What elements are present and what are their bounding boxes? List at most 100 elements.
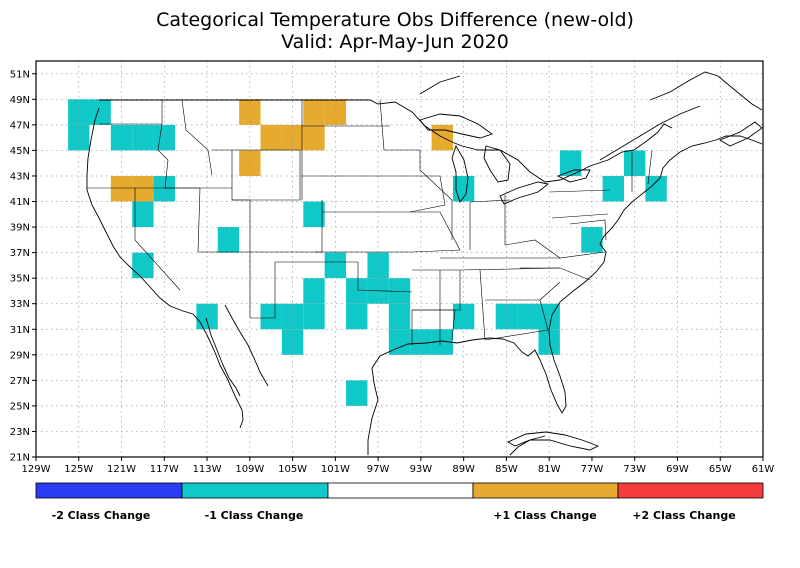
- x-tick-label: 77W: [581, 464, 604, 475]
- lake-erie: [499, 181, 550, 205]
- anomaly-cell: [303, 124, 325, 151]
- latitude-axis: 21N 23N 25N 27N 29N 31N 33N 35N 37N 39N 41N 43N 45N 4…: [10, 69, 36, 464]
- x-tick-label: 125W: [64, 464, 93, 475]
- state-border-ny-vt-nh: [631, 149, 653, 192]
- legend-label-minus2: -2 Class Change: [52, 509, 151, 522]
- anomaly-cell: [517, 303, 539, 330]
- state-borders: [87, 99, 653, 345]
- anomaly-cell: [260, 124, 282, 151]
- anomaly-cell: [68, 124, 90, 151]
- x-tick-label: 93W: [410, 464, 433, 475]
- anomaly-cell: [452, 175, 475, 202]
- state-border-pa-ny: [549, 189, 611, 219]
- anomaly-cell: [581, 227, 603, 253]
- x-tick-label: 65W: [709, 464, 732, 475]
- lat-lon-gridlines: [36, 61, 763, 457]
- longitude-axis: 129W 125W 121W 117W 113W 109W 105W 101W 97W 93W 89…: [22, 457, 774, 475]
- legend: -2 Class Change -1 Class Change +1 Class…: [35, 482, 764, 522]
- anomaly-cell: [132, 252, 154, 279]
- anomaly-cell: [324, 252, 347, 279]
- x-tick-label: 69W: [666, 464, 689, 475]
- lake-michigan: [451, 144, 469, 203]
- state-border-mo: [410, 211, 461, 253]
- anomaly-cell: [367, 252, 389, 279]
- map-frame: [35, 60, 764, 458]
- y-tick-label: 31N: [10, 325, 30, 336]
- legend-label-plus2: +2 Class Change: [632, 509, 735, 522]
- st-lawrence: [599, 105, 701, 161]
- y-tick-label: 49N: [10, 95, 30, 106]
- anomaly-cell: [388, 278, 411, 304]
- y-tick-label: 25N: [10, 401, 30, 412]
- anomaly-cell: [602, 175, 625, 202]
- legend-minus2-swatch: [35, 482, 183, 499]
- y-tick-label: 21N: [10, 453, 30, 464]
- lake-ontario: [556, 169, 591, 183]
- title-line-2: Valid: Apr-May-Jun 2020: [281, 31, 509, 53]
- legend-label-plus1: +1 Class Change: [493, 509, 596, 522]
- x-tick-label: 97W: [367, 464, 390, 475]
- x-tick-label: 117W: [150, 464, 179, 475]
- anomaly-cell: [346, 380, 368, 406]
- state-border-ky-wv-va: [504, 239, 606, 259]
- y-tick-label: 51N: [10, 69, 30, 80]
- legend-zero-swatch: [327, 482, 474, 499]
- x-tick-label: 105W: [278, 464, 307, 475]
- anomaly-cell: [303, 99, 325, 125]
- legend-label-minus1: -1 Class Change: [205, 509, 304, 522]
- x-tick-label: 89W: [452, 464, 475, 475]
- state-border-mn: [379, 99, 421, 170]
- cuba: [507, 431, 600, 451]
- title-line-1: Categorical Temperature Obs Difference (…: [156, 9, 634, 31]
- state-border-id-west: [157, 123, 169, 189]
- state-border-va-md: [569, 219, 607, 241]
- y-tick-label: 23N: [10, 427, 30, 438]
- mexico-gulf-coast: [367, 399, 379, 455]
- state-border-ut-co: [232, 199, 251, 252]
- x-tick-label: 121W: [107, 464, 136, 475]
- legend-minus1-swatch: [181, 482, 329, 499]
- mexico-west-coast: [224, 304, 269, 387]
- state-border-wi-il: [419, 169, 453, 240]
- state-border-ms-al: [439, 269, 486, 345]
- state-border-id-mt: [181, 99, 213, 176]
- x-tick-label: 113W: [193, 464, 222, 475]
- y-tick-label: 33N: [10, 299, 30, 310]
- lake-huron: [483, 145, 511, 183]
- state-border-ok-tx: [322, 261, 413, 293]
- anomaly-cell: [132, 201, 154, 228]
- state-border-la: [411, 309, 456, 345]
- x-tick-label: 73W: [623, 464, 646, 475]
- legend-plus2-swatch: [617, 482, 764, 499]
- state-border-sc-nc: [520, 267, 591, 301]
- state-border-nv-ca: [134, 188, 181, 291]
- us-map-outline: [86, 71, 763, 456]
- state-border-mi: [469, 199, 511, 203]
- state-border-wy: [231, 150, 301, 201]
- canada-border: [99, 99, 463, 147]
- anomaly-cell: [624, 150, 646, 176]
- anomaly-cell: [281, 124, 304, 151]
- gulf-coast: [371, 329, 567, 414]
- legend-plus1-swatch: [472, 482, 619, 499]
- anomaly-cell: [346, 303, 368, 330]
- anomaly-cell: [132, 124, 154, 151]
- anomaly-cell: [132, 175, 154, 202]
- y-tick-label: 39N: [10, 223, 30, 234]
- baja-coast-east: [205, 317, 241, 397]
- canada-coast-east: [649, 71, 763, 111]
- anomaly-cell: [110, 124, 133, 151]
- anomaly-cell: [431, 124, 453, 151]
- anomaly-cell: [431, 329, 453, 355]
- y-tick-label: 47N: [10, 120, 30, 131]
- x-tick-label: 81W: [538, 464, 561, 475]
- y-tick-label: 43N: [10, 171, 30, 182]
- x-tick-label: 101W: [321, 464, 350, 475]
- y-tick-label: 29N: [10, 350, 30, 361]
- atlantic-coast: [548, 135, 763, 331]
- anomaly-cell: [303, 303, 325, 330]
- x-tick-label: 109W: [235, 464, 264, 475]
- anomaly-cell: [239, 150, 261, 176]
- y-tick-label: 37N: [10, 248, 30, 259]
